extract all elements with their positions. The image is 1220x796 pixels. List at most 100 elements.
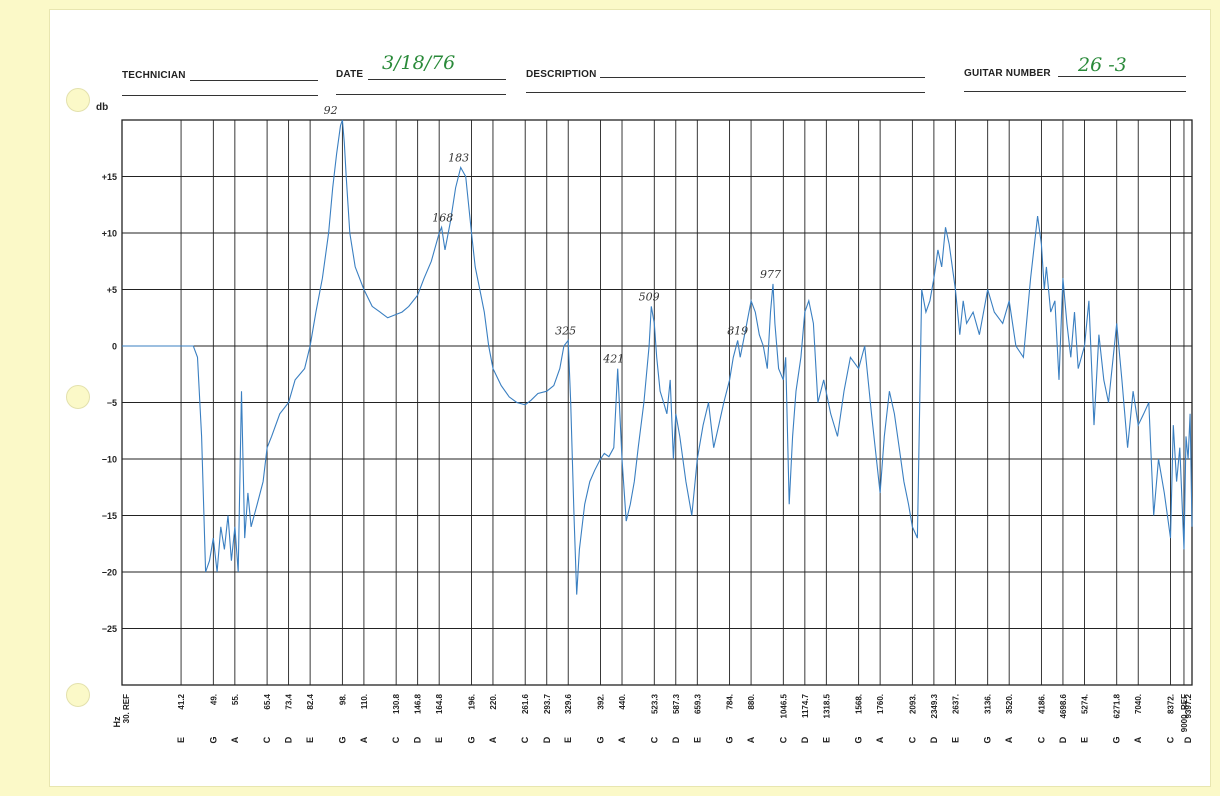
- x-tick-note-label: A: [875, 736, 885, 743]
- technician-label: TECHNICIAN: [122, 70, 186, 81]
- x-tick-freq-label: 65.4: [263, 693, 272, 709]
- x-tick-note-label: E: [305, 737, 315, 743]
- x-tick-freq-label: 146.8: [414, 693, 423, 714]
- x-tick-freq-label: 2349.3: [930, 693, 939, 718]
- x-tick-note-label: E: [950, 737, 960, 743]
- guitar-number-field-line: [1058, 76, 1186, 77]
- peak-annotation: 92: [324, 104, 338, 117]
- x-tick-freq-label: 4698.6: [1059, 693, 1068, 718]
- guitar-number-field-line-2: [964, 91, 1186, 92]
- peak-annotation: 183: [448, 151, 469, 164]
- x-tick-note-label: G: [466, 736, 476, 743]
- x-tick-note-label: C: [1165, 736, 1175, 743]
- x-tick-freq-label: 220.: [489, 694, 498, 710]
- x-tick-freq-label: 659.3: [693, 693, 702, 714]
- y-tick-label: +5: [107, 285, 117, 295]
- response-curve: [122, 119, 1193, 595]
- x-tick-note-label: C: [778, 736, 788, 743]
- x-tick-freq-label: 1568.: [855, 694, 864, 714]
- y-axis-title: db: [96, 102, 108, 113]
- x-tick-freq-label: 784.: [726, 694, 735, 710]
- peak-annotation: 325: [555, 324, 576, 337]
- x-tick-note-label: G: [725, 736, 735, 743]
- x-axis-title: Hz: [112, 716, 122, 727]
- description-field-line-2: [526, 92, 925, 93]
- peak-annotation: 977: [760, 268, 781, 281]
- description-label: DESCRIPTION: [526, 69, 597, 80]
- chart-grid: [121, 119, 1193, 686]
- x-tick-note-label: G: [1112, 736, 1122, 743]
- x-tick-note-label: D: [413, 736, 423, 743]
- x-tick-note-label: A: [1133, 736, 1143, 743]
- x-tick-freq-label: 7040.: [1134, 694, 1143, 714]
- x-tick-note-label: A: [488, 736, 498, 743]
- x-tick-freq-label: 1760.: [876, 694, 885, 714]
- x-tick-freq-label: 523.3: [650, 693, 659, 714]
- y-tick-label: −25: [102, 624, 117, 634]
- x-tick-note-label: D: [1183, 736, 1193, 743]
- technician-field-line-2: [122, 95, 318, 96]
- y-tick-label: 0: [112, 342, 117, 352]
- x-tick-freq-label: 3136.: [984, 694, 993, 714]
- x-tick-freq-label: 164.8: [435, 693, 444, 714]
- punch-hole-middle: [66, 385, 90, 409]
- x-tick-freq-label: 49.: [209, 694, 218, 705]
- x-tick-note-label: G: [337, 736, 347, 743]
- x-tick-note-label: D: [929, 736, 939, 743]
- x-tick-note-label: G: [983, 736, 993, 743]
- x-tick-note-label: E: [434, 737, 444, 743]
- x-tick-freq-label: 3520.: [1005, 694, 1014, 714]
- x-tick-note-label: C: [391, 736, 401, 743]
- x-tick-note-label: G: [208, 736, 218, 743]
- x-tick-note-label: E: [1079, 737, 1089, 743]
- x-tick-note-label: C: [649, 736, 659, 743]
- guitar-number-label: GUITAR NUMBER: [964, 68, 1051, 79]
- punch-hole-bottom: [66, 683, 90, 707]
- x-tick-note-label: G: [596, 736, 606, 743]
- y-tick-label: −10: [102, 455, 117, 465]
- x-tick-freq-label: 1046.5: [779, 693, 788, 718]
- x-tick-freq-label: 392.: [597, 694, 606, 710]
- chart-sheet: [50, 10, 1210, 786]
- x-tick-freq-label: 2093.: [908, 694, 917, 714]
- x-tick-freq-label: 82.4: [306, 693, 315, 709]
- peak-annotation: 421: [602, 353, 624, 366]
- x-tick-freq-label: 329.6: [564, 693, 573, 714]
- x-tick-note-label: E: [821, 737, 831, 743]
- punch-hole-top: [66, 88, 90, 112]
- x-tick-freq-label: 9000. REF: [1180, 694, 1189, 732]
- x-tick-freq-label: 261.6: [521, 693, 530, 714]
- y-tick-label: −15: [102, 511, 117, 521]
- x-tick-note-label: C: [1036, 736, 1046, 743]
- y-tick-label: +10: [102, 229, 117, 239]
- x-tick-note-label: E: [563, 737, 573, 743]
- x-tick-freq-label: 98.: [338, 694, 347, 705]
- date-label: DATE: [336, 69, 364, 80]
- x-tick-freq-label: 1318.5: [822, 693, 831, 718]
- x-tick-note-label: A: [359, 736, 369, 743]
- date-value: 3/18/76: [382, 52, 456, 74]
- x-tick-note-label: D: [284, 736, 294, 743]
- peak-annotation: 819: [727, 324, 748, 337]
- peak-annotation: 168: [432, 211, 453, 224]
- x-tick-note-label: A: [746, 736, 756, 743]
- x-tick-freq-label: 73.4: [285, 693, 294, 709]
- date-field-line-2: [336, 94, 506, 95]
- x-tick-freq-label: 30. REF: [122, 694, 131, 723]
- description-field-line: [600, 77, 925, 78]
- x-tick-note-label: D: [1058, 736, 1068, 743]
- x-tick-freq-label: 2637.: [951, 694, 960, 714]
- y-tick-label: −5: [107, 398, 117, 408]
- y-tick-label: −20: [102, 568, 117, 578]
- x-tick-freq-label: 130.8: [392, 693, 401, 714]
- x-tick-note-label: A: [1004, 736, 1014, 743]
- peak-annotations: 92 168 183 325 421 509 819 977: [324, 104, 781, 366]
- x-tick-freq-label: 196.: [467, 694, 476, 710]
- x-tick-note-label: A: [617, 736, 627, 743]
- x-tick-freq-label: 110.: [360, 694, 369, 709]
- x-tick-note-label: C: [907, 736, 917, 743]
- x-tick-freq-label: 293.7: [543, 693, 552, 714]
- x-tick-note-label: E: [692, 737, 702, 743]
- x-tick-freq-label: 4186.: [1037, 694, 1046, 714]
